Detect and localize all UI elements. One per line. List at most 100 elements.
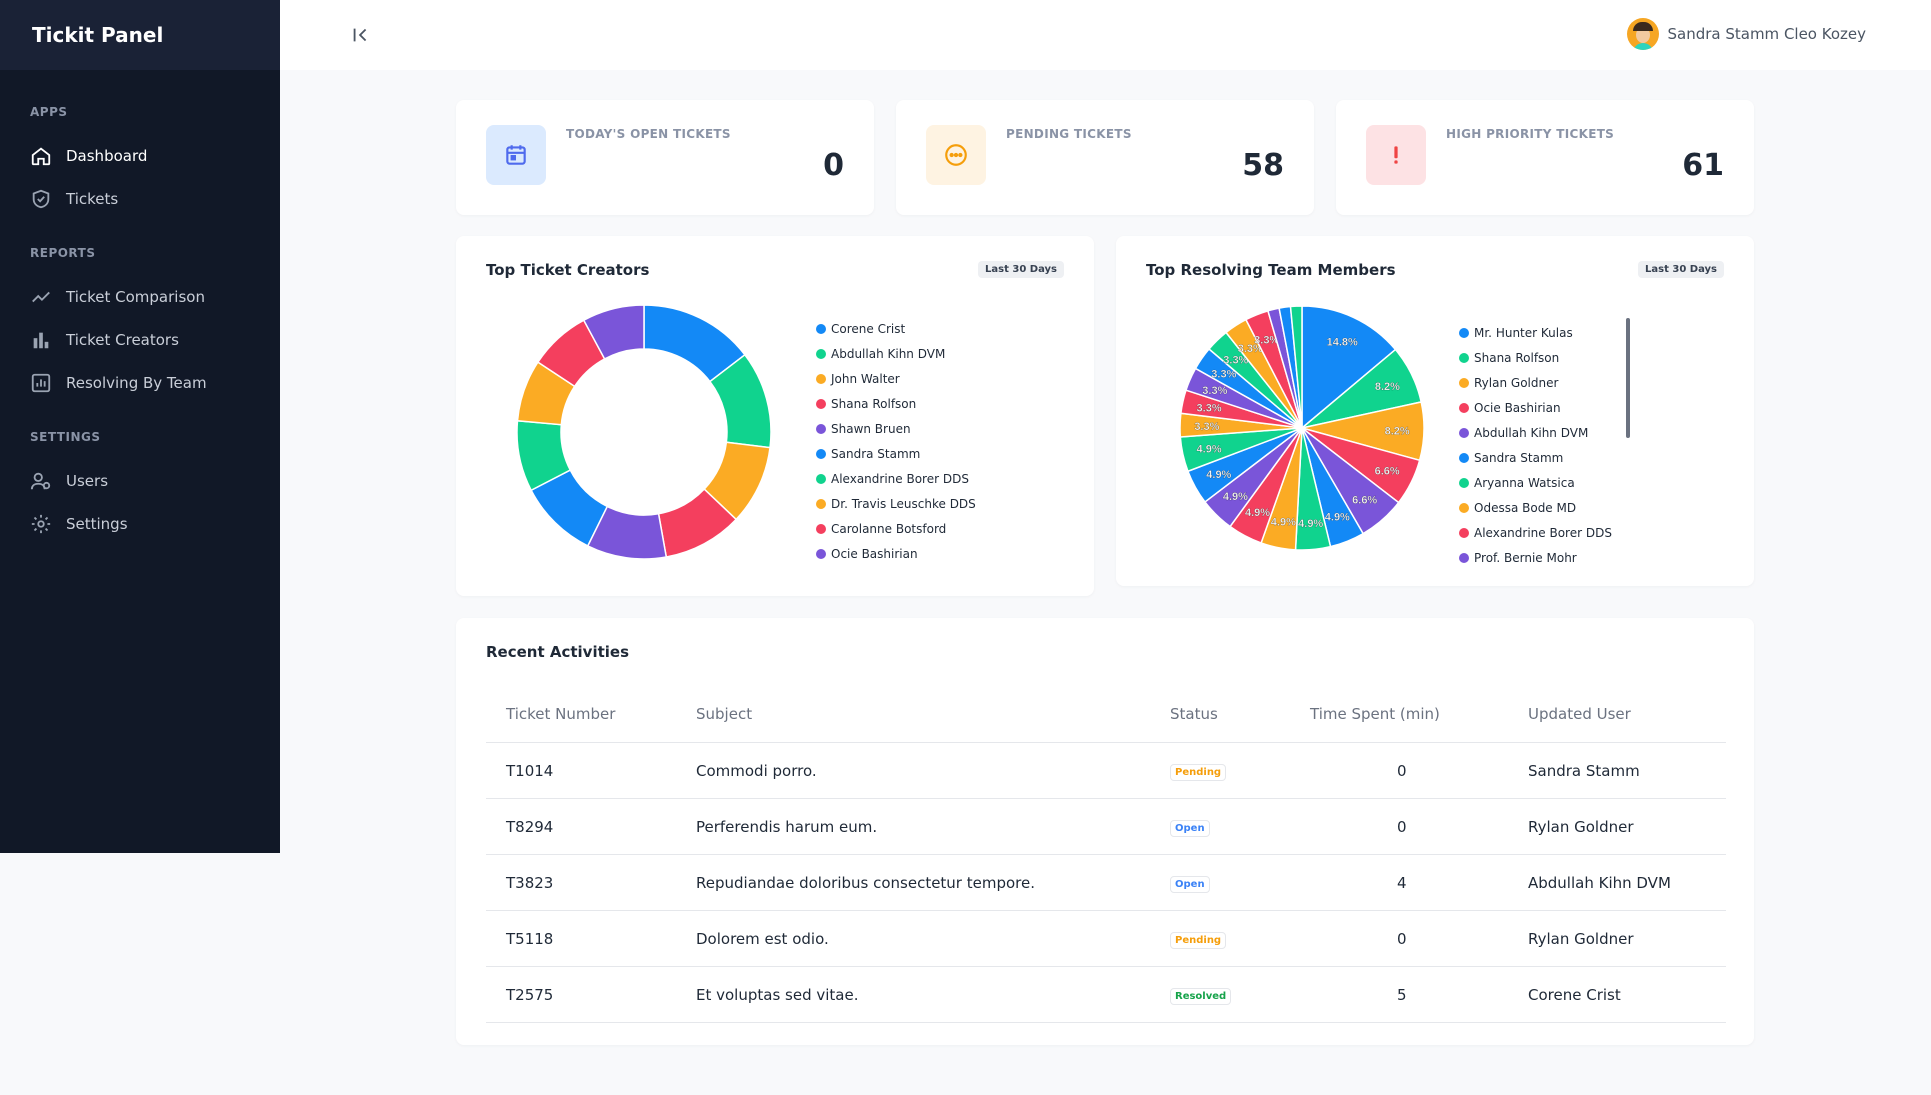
stat-card-open: TODAY'S OPEN TICKETS 0 (456, 100, 874, 215)
sidebar-item-label: Resolving By Team (66, 373, 207, 392)
bar-chart-icon (33, 332, 49, 348)
legend-scrollbar[interactable] (1626, 318, 1630, 438)
legend-label: Mr. Hunter Kulas (1474, 325, 1573, 340)
table-row[interactable]: T3823 Repudiandae doloribus consectetur t… (486, 854, 1726, 911)
subject-cell: Repudiandae doloribus consectetur tempor… (695, 854, 1169, 911)
legend-label: Rylan Goldner (1474, 375, 1559, 390)
ticket-number-cell: T1014 (486, 742, 695, 799)
legend-label: Corene Crist (831, 321, 906, 336)
column-header[interactable]: Time Spent (min) (1309, 686, 1527, 743)
slice-label: 14.8% (1327, 337, 1358, 349)
sidebar-item-resolving-by-team[interactable]: Resolving By Team (0, 361, 280, 404)
nav-section-apps: APPS (30, 105, 68, 119)
time-spent-cell: 0 (1309, 742, 1527, 799)
user-menu[interactable]: Sandra Stamm Cleo Kozey (1627, 18, 1866, 50)
legend-item[interactable]: Shawn Bruen (816, 416, 976, 441)
legend-marker (1459, 402, 1469, 413)
legend-item[interactable]: Alexandrine Borer DDS (816, 466, 976, 491)
legend-marker (816, 398, 826, 409)
sidebar-item-dashboard[interactable]: Dashboard (0, 134, 280, 177)
donut-chart[interactable] (516, 304, 772, 560)
legend-label: Alexandrine Borer DDS (831, 471, 969, 486)
legend-item[interactable]: Ocie Bashirian (1459, 395, 1612, 420)
legend-label: Prof. Bernie Mohr (1474, 550, 1577, 565)
pie-slice[interactable] (1301, 305, 1397, 430)
legend-item[interactable]: Abdullah Kihn DVM (1459, 420, 1612, 445)
time-spent-cell: 0 (1309, 910, 1527, 967)
legend-item[interactable]: Shana Rolfson (816, 391, 976, 416)
card-title: Top Ticket Creators (486, 261, 650, 279)
legend-item[interactable]: Rylan Goldner (1459, 370, 1612, 395)
table-row[interactable]: T1014 Commodi porro. Pending 0 Sandra Stamm (486, 742, 1726, 799)
slice-label: 4.9% (1206, 469, 1231, 481)
legend-item[interactable]: Prof. Bernie Mohr (1459, 545, 1612, 570)
updated-user-cell: Rylan Goldner (1527, 798, 1726, 855)
table-row[interactable]: T8294 Perferendis harum eum. Open 0 Rylan Go… (486, 798, 1726, 855)
legend-item[interactable]: Sandra Stamm (1459, 445, 1612, 470)
sidebar-item-users[interactable]: Users (0, 459, 280, 502)
subject-cell: Perferendis harum eum. (695, 798, 1169, 855)
chart-legend: Mr. Hunter Kulas Shana Rolfson Rylan Goldn… (1459, 320, 1612, 570)
sidebar-item-label: Settings (66, 514, 128, 533)
column-header[interactable]: Subject (695, 686, 1169, 743)
pie-chart[interactable]: 14.8%8.2%8.2%6.6%6.6%4.9%4.9%4.9%4.9%4.9… (1178, 304, 1426, 552)
time-spent-cell: 0 (1309, 798, 1527, 855)
sidebar-item-ticket-comparison[interactable]: Ticket Comparison (0, 275, 280, 318)
legend-item[interactable]: Corene Crist (816, 316, 976, 341)
legend-marker (816, 498, 826, 509)
updated-user-cell: Abdullah Kihn DVM (1527, 854, 1726, 911)
card-title: Recent Activities (486, 643, 630, 661)
period-badge[interactable]: Last 30 Days (1638, 261, 1724, 278)
legend-item[interactable]: Ocie Bashirian (816, 541, 976, 566)
column-header[interactable]: Ticket Number (486, 686, 695, 743)
users-icon (30, 472, 51, 489)
legend-item[interactable]: Abdullah Kihn DVM (816, 341, 976, 366)
pie-slice[interactable] (582, 304, 645, 360)
status-badge: Resolved (1170, 987, 1232, 1005)
updated-user-cell: Rylan Goldner (1527, 910, 1726, 967)
legend-marker (1459, 527, 1469, 538)
column-header[interactable]: Updated User (1527, 686, 1726, 743)
sidebar-item-ticket-creators[interactable]: Ticket Creators (0, 318, 280, 361)
legend-label: Alexandrine Borer DDS (1474, 525, 1612, 540)
slice-label: 4.9% (1197, 444, 1222, 456)
legend-item[interactable]: Shana Rolfson (1459, 345, 1612, 370)
legend-item[interactable]: Mr. Hunter Kulas (1459, 320, 1612, 345)
ticket-number-cell: T8294 (486, 798, 695, 855)
app-title[interactable]: Tickit Panel (0, 0, 280, 70)
slice-label: 3.3% (1238, 343, 1263, 355)
legend-marker (816, 473, 826, 484)
report-icon (31, 373, 51, 392)
legend-item[interactable]: Odessa Bode MD (1459, 495, 1612, 520)
sidebar-item-settings[interactable]: Settings (0, 502, 280, 545)
legend-item[interactable]: Dr. Travis Leuschke DDS (816, 491, 976, 516)
status-badge: Open (1170, 875, 1210, 893)
avatar (1627, 18, 1660, 50)
legend-item[interactable]: Alexandrine Borer DDS (1459, 520, 1612, 545)
status-badge: Open (1170, 819, 1210, 837)
stat-label: TODAY'S OPEN TICKETS (566, 127, 731, 141)
column-header[interactable]: Status (1169, 686, 1309, 743)
sidebar-item-tickets[interactable]: Tickets (0, 177, 280, 220)
slice-label: 4.9% (1298, 518, 1323, 530)
legend-label: Ocie Bashirian (1474, 400, 1561, 415)
table-row[interactable]: T2575 Et voluptas sed vitae. Resolved 5 Core… (486, 966, 1726, 1023)
sidebar-item-label: Ticket Comparison (66, 287, 205, 306)
legend-item[interactable]: Sandra Stamm (816, 441, 976, 466)
ticket-number-cell: T2575 (486, 966, 695, 1023)
collapse-sidebar-icon[interactable] (350, 24, 372, 46)
table-row[interactable]: T5118 Dolorem est odio. Pending 0 Rylan Gold… (486, 910, 1726, 967)
legend-marker (1459, 327, 1469, 338)
status-cell: Open (1169, 854, 1309, 911)
legend-item[interactable]: John Walter (816, 366, 976, 391)
slice-label: 8.2% (1385, 426, 1410, 438)
legend-item[interactable]: Carolanne Botsford (816, 516, 976, 541)
legend-marker (816, 348, 826, 359)
subject-cell: Commodi porro. (695, 742, 1169, 799)
period-badge[interactable]: Last 30 Days (978, 261, 1064, 278)
legend-item[interactable]: Aryanna Watsica (1459, 470, 1612, 495)
sidebar-item-label: Users (66, 471, 109, 490)
legend-label: Odessa Bode MD (1474, 500, 1577, 515)
pie-slice[interactable] (1289, 305, 1303, 429)
legend-marker (816, 373, 826, 384)
